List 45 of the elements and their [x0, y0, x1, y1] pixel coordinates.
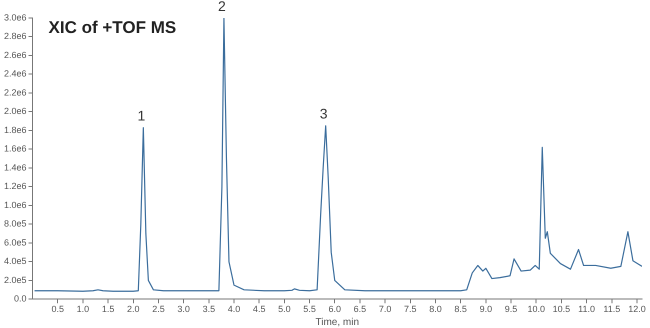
- x-tick-label: 8.0: [429, 304, 442, 314]
- y-tick-label: 1.6e6: [4, 144, 27, 154]
- annotation: 2: [218, 0, 226, 14]
- y-tick-label: 1.4e6: [4, 162, 27, 172]
- x-tick-label: 9.5: [504, 304, 518, 314]
- x-tick-label: 6.0: [328, 304, 341, 314]
- y-tick-label: 2.2e6: [4, 87, 27, 98]
- y-tick-label: 1.0e6: [4, 200, 27, 210]
- annotation: 3: [320, 106, 328, 122]
- x-tick-label: 1.0: [76, 304, 90, 314]
- x-tick-label: 7.0: [378, 304, 392, 314]
- y-tick-label: 3.0e6: [4, 12, 27, 22]
- y-tick-label: 1.8e6: [4, 124, 27, 135]
- y-tick-label: 2.8e6: [4, 31, 27, 42]
- annotation: 1: [137, 108, 146, 124]
- x-tick-label: 6.5: [354, 304, 366, 314]
- x-tick-label: 3.5: [202, 304, 216, 314]
- y-tick-label: 6.0e5: [4, 237, 27, 248]
- y-tick-label: 0.0: [14, 294, 27, 304]
- x-tick-label: 9.0: [480, 304, 492, 314]
- x-tick-label: 1.5: [102, 304, 114, 314]
- x-tick-label: 2.0: [127, 304, 140, 314]
- x-tick-label: 11.5: [603, 304, 620, 314]
- x-tick-label: 2.5: [152, 304, 165, 314]
- x-axis-title: Time, min: [315, 316, 360, 328]
- y-tick-label: 2.4e6: [4, 68, 27, 79]
- x-tick-label: 10.5: [552, 304, 570, 314]
- y-tick-label: 8.0e5: [4, 218, 27, 229]
- x-tick-label: 5.0: [278, 304, 291, 314]
- x-tick-label: 7.5: [404, 304, 417, 314]
- x-tick-label: 4.0: [228, 304, 240, 314]
- x-tick-label: 8.5: [454, 304, 467, 314]
- x-tick-label: 4.5: [252, 304, 266, 314]
- chart-title: XIC of +TOF MS: [48, 18, 176, 38]
- x-tick-label: 10.0: [527, 304, 545, 314]
- x-tick-label: 3.0: [177, 304, 190, 314]
- x-tick-label: 5.5: [303, 304, 316, 314]
- y-tick-label: 2.6e6: [4, 50, 27, 60]
- y-tick-label: 2.0e6: [4, 106, 27, 116]
- x-tick-label: 12.0: [628, 304, 646, 314]
- y-tick-label: 2.0e5: [4, 274, 27, 285]
- x-tick-label: 11.0: [578, 304, 596, 314]
- y-tick-label: 4.0e5: [4, 256, 27, 266]
- y-tick-label: 1.2e6: [4, 181, 27, 192]
- x-tick-label: 0.5: [51, 304, 64, 314]
